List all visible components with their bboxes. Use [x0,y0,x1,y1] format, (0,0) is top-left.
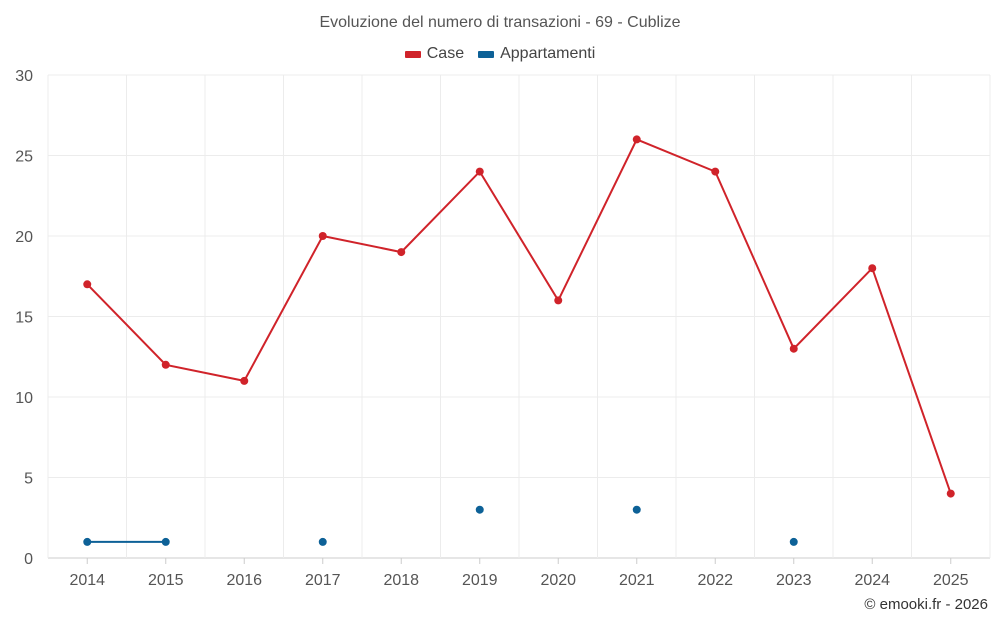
legend: Case Appartamenti [0,45,1000,63]
data-point-appartamenti [318,537,327,546]
legend-item-appartamenti[interactable]: Appartamenti [478,45,595,63]
x-tick-label: 2023 [776,572,812,589]
x-tick-label: 2020 [540,572,576,589]
y-tick-label: 15 [15,310,33,327]
x-tick-label: 2016 [226,572,262,589]
y-tick-label: 30 [15,68,33,85]
data-point-appartamenti [83,537,92,546]
data-point-case [161,360,170,369]
data-point-case [83,280,92,289]
data-point-case [632,135,641,144]
legend-swatch-appartamenti [478,50,495,58]
data-point-case [868,264,877,273]
x-tick-label: 2025 [933,572,969,589]
chart-title: Evoluzione del numero di transazioni - 6… [319,14,681,31]
legend-swatch-case [404,50,421,58]
legend-label-case: Case [426,45,465,62]
legend-item-case[interactable]: Case [404,45,465,63]
y-tick-label: 0 [24,551,33,568]
x-tick-label: 2021 [619,572,655,589]
x-tick-label: 2014 [69,572,105,589]
x-tick-label: 2018 [383,572,419,589]
x-tick-label: 2022 [697,572,733,589]
data-point-case [475,167,484,176]
data-point-case [711,167,720,176]
data-point-appartamenti [789,537,798,546]
y-tick-label: 5 [24,471,33,488]
y-tick-label: 20 [15,229,33,246]
data-point-appartamenti [161,537,170,546]
data-point-case [789,344,798,353]
data-point-appartamenti [475,505,484,514]
data-point-case [318,232,327,240]
x-tick-label: 2019 [462,572,498,589]
data-point-appartamenti [632,505,641,514]
data-point-case [554,296,563,305]
x-tick-label: 2017 [305,572,341,589]
credit-text: © emooki.fr - 2026 [864,596,988,613]
y-tick-label: 25 [15,149,33,166]
series-line-case [86,138,952,494]
x-tick-label: 2024 [854,572,890,589]
data-point-case [946,489,955,498]
x-tick-label: 2015 [148,572,184,589]
y-tick-label: 10 [15,390,33,407]
data-point-case [240,376,249,385]
legend-label-appartamenti: Appartamenti [500,45,596,62]
data-point-case [397,248,406,257]
